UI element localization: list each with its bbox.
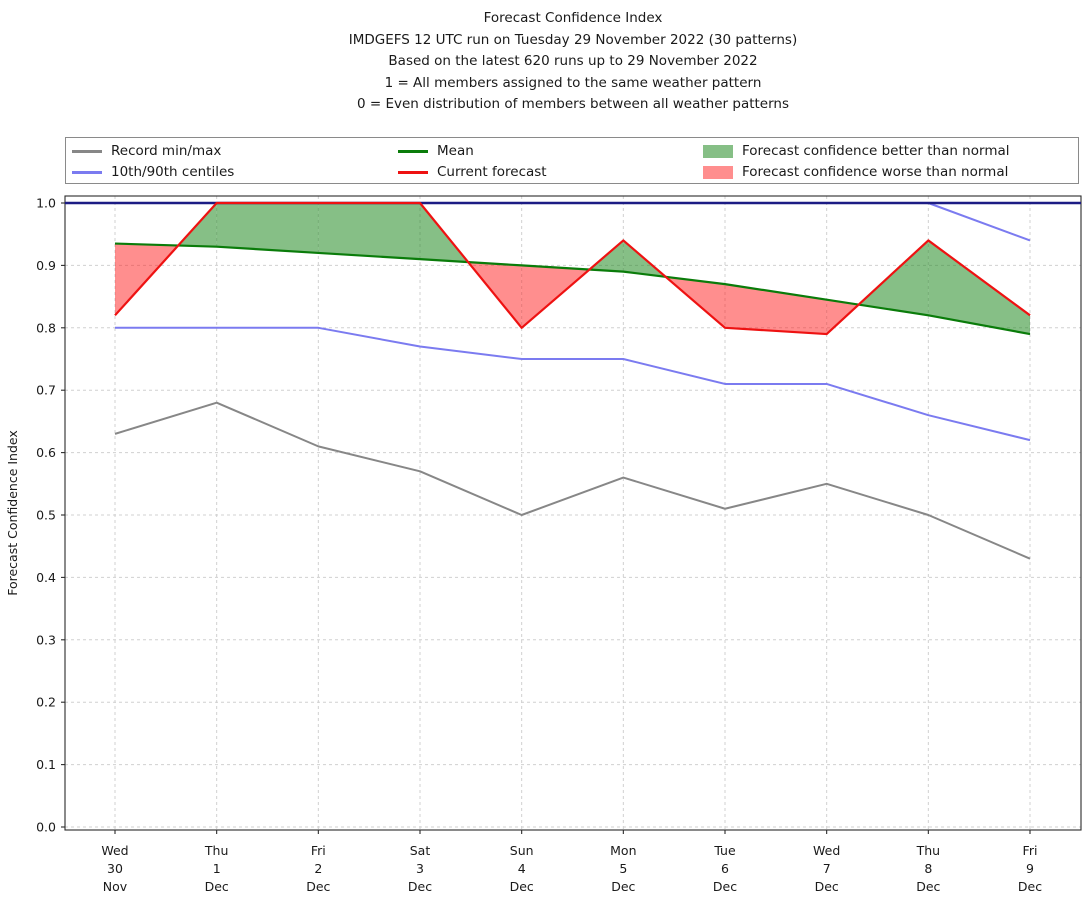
fill-better bbox=[318, 203, 420, 260]
x-tick-label: Dec bbox=[205, 879, 229, 894]
mean-line-swatch bbox=[398, 149, 428, 153]
worse-fill-swatch bbox=[703, 165, 733, 179]
fill-better bbox=[216, 203, 319, 253]
chart-title-block: Forecast Confidence Index IMDGEFS 12 UTC… bbox=[65, 8, 1081, 116]
x-tick-label: 30 bbox=[107, 861, 123, 876]
x-tick-label: Wed bbox=[813, 843, 840, 858]
y-tick-label: 0.9 bbox=[36, 258, 56, 273]
better-fill-swatch bbox=[703, 144, 733, 158]
x-tick-label: Fri bbox=[311, 843, 326, 858]
x-tick-label: Dec bbox=[1018, 879, 1042, 894]
legend-label: Forecast confidence worse than normal bbox=[742, 164, 1009, 180]
y-axis-label: Forecast Confidence Index bbox=[5, 430, 20, 596]
legend-item-current-forecast: Current forecast bbox=[398, 163, 547, 181]
y-tick-label: 0.1 bbox=[36, 757, 56, 772]
x-tick-label: Tue bbox=[713, 843, 736, 858]
x-tick-label: Thu bbox=[916, 843, 940, 858]
legend-label: Record min/max bbox=[111, 143, 222, 159]
x-tick-label: Dec bbox=[306, 879, 330, 894]
series-mean bbox=[114, 242, 1031, 336]
current-forecast-line-swatch bbox=[398, 170, 428, 174]
legend-item-better-than-normal: Forecast confidence better than normal bbox=[703, 142, 1010, 160]
x-tick-label: Dec bbox=[408, 879, 432, 894]
legend-item-record-minmax: Record min/max bbox=[72, 142, 221, 160]
legend-label: Mean bbox=[437, 143, 474, 159]
x-tick-label: 1 bbox=[213, 861, 221, 876]
x-tick-label: Dec bbox=[815, 879, 839, 894]
y-tick-label: 0.0 bbox=[36, 820, 56, 835]
series-lines bbox=[65, 201, 1081, 560]
centiles-line-swatch bbox=[72, 170, 102, 174]
legend-label: Forecast confidence better than normal bbox=[742, 143, 1010, 159]
x-tick-label: 4 bbox=[518, 861, 526, 876]
x-tick-label: 6 bbox=[721, 861, 729, 876]
x-tick-label: Nov bbox=[103, 879, 128, 894]
x-tick-label: Dec bbox=[611, 879, 635, 894]
y-tick-label: 0.3 bbox=[36, 632, 56, 647]
x-tick-label: 7 bbox=[823, 861, 831, 876]
x-tick-label: Fri bbox=[1023, 843, 1038, 858]
x-tick-label: Sun bbox=[510, 843, 534, 858]
y-tick-label: 0.5 bbox=[36, 508, 56, 523]
record-minmax-line-swatch bbox=[72, 149, 102, 153]
x-tick-label: 5 bbox=[619, 861, 627, 876]
title-line-4: 1 = All members assigned to the same wea… bbox=[384, 74, 762, 91]
title-line-2: IMDGEFS 12 UTC run on Tuesday 29 Novembe… bbox=[348, 31, 798, 48]
title-line-5: 0 = Even distribution of members between… bbox=[356, 96, 790, 113]
y-tick-label: 0.8 bbox=[36, 320, 56, 335]
y-tick-label: 1.0 bbox=[36, 196, 56, 211]
y-tick-label: 0.4 bbox=[36, 570, 56, 585]
x-tick-label: 9 bbox=[1026, 861, 1034, 876]
series-10th_centile bbox=[115, 326, 1031, 442]
legend-label: 10th/90th centiles bbox=[111, 164, 235, 180]
x-tick-label: Dec bbox=[510, 879, 534, 894]
axes-frame: 0.0 0.1 0.2 0.3 0.4 0.5 0.6 0.7 0.8 0.9 1.0 Wed 30 No… bbox=[5, 195, 1082, 894]
y-tick-label: 0.7 bbox=[36, 383, 56, 398]
x-tick-label: Thu bbox=[204, 843, 228, 858]
y-tick-label: 0.2 bbox=[36, 695, 56, 710]
x-tick-label: Sat bbox=[410, 843, 431, 858]
legend-label: Current forecast bbox=[437, 164, 547, 180]
legend-item-mean: Mean bbox=[398, 142, 474, 160]
x-tick-label: Mon bbox=[610, 843, 636, 858]
series-current_forecast bbox=[114, 201, 1031, 336]
title-line-3: Based on the latest 620 runs up to 29 No… bbox=[388, 53, 758, 70]
chart-legend: Record min/max 10th/90th centiles Mean C… bbox=[65, 137, 1079, 184]
x-tick-label: 8 bbox=[924, 861, 932, 876]
x-tick-label: 3 bbox=[416, 861, 424, 876]
gridlines bbox=[65, 196, 1081, 830]
y-tick-label: 0.6 bbox=[36, 445, 56, 460]
series-record_min bbox=[114, 401, 1031, 560]
x-tick-label: Dec bbox=[713, 879, 737, 894]
title-line-1: Forecast Confidence Index bbox=[483, 10, 663, 26]
fill-better bbox=[928, 240, 1030, 335]
x-tick-label: Dec bbox=[916, 879, 940, 894]
legend-item-centiles: 10th/90th centiles bbox=[72, 163, 234, 181]
legend-item-worse-than-normal: Forecast confidence worse than normal bbox=[703, 163, 1008, 181]
fill-better bbox=[858, 240, 929, 316]
x-tick-label: Wed bbox=[101, 843, 128, 858]
x-tick-label: 2 bbox=[314, 861, 322, 876]
